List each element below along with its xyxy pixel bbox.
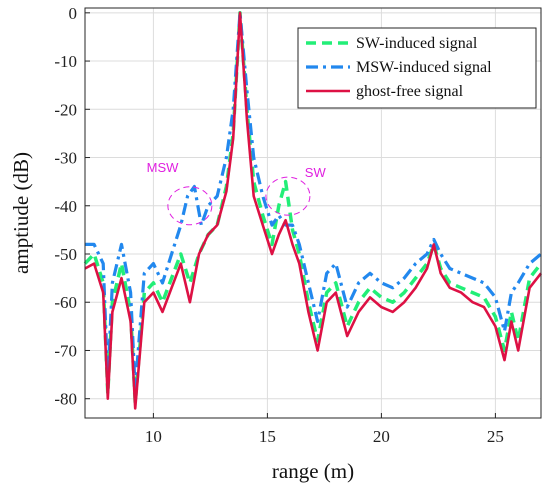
y-axis-title: amptiude (dB) bbox=[9, 152, 33, 274]
annotations: MSW SW bbox=[147, 160, 327, 226]
series-line-2 bbox=[84, 11, 543, 410]
series-line-1 bbox=[85, 11, 543, 391]
y-tick-label: 0 bbox=[69, 4, 78, 23]
y-tick-label: -60 bbox=[54, 293, 77, 312]
annotation-label: MSW bbox=[147, 160, 180, 175]
y-tick-label: -40 bbox=[54, 197, 77, 216]
y-tick-label: -80 bbox=[54, 390, 77, 409]
annotation-label: SW bbox=[305, 165, 327, 180]
x-tick-label: 20 bbox=[373, 427, 390, 446]
y-tick-label: -20 bbox=[54, 100, 77, 119]
y-tick-label: -30 bbox=[54, 149, 77, 168]
legend-label-sw: SW-induced signal bbox=[356, 35, 478, 52]
x-tick-label: 25 bbox=[487, 427, 504, 446]
plot-frame bbox=[84, 7, 542, 419]
x-axis-title: range (m) bbox=[272, 459, 354, 483]
x-tick-label: 15 bbox=[259, 427, 276, 446]
series-line-0 bbox=[83, 11, 543, 406]
series-layer bbox=[83, 11, 543, 410]
y-tick-label: -70 bbox=[54, 341, 77, 360]
y-tick-label: -10 bbox=[54, 52, 77, 71]
x-tick-label: 10 bbox=[145, 427, 162, 446]
legend: SW-induced signal MSW-induced signal gho… bbox=[297, 27, 537, 109]
y-tick-label: -50 bbox=[54, 245, 77, 264]
legend-label-ghost-free: ghost-free signal bbox=[356, 83, 464, 100]
legend-label-msw: MSW-induced signal bbox=[356, 59, 492, 76]
annotation-ellipse bbox=[167, 186, 213, 226]
tick-labels: 10 15 20 25 0 -10 -20 -30 -40 -50 -60 -70 -80 bbox=[54, 4, 504, 446]
annotation-ellipse bbox=[265, 176, 311, 216]
